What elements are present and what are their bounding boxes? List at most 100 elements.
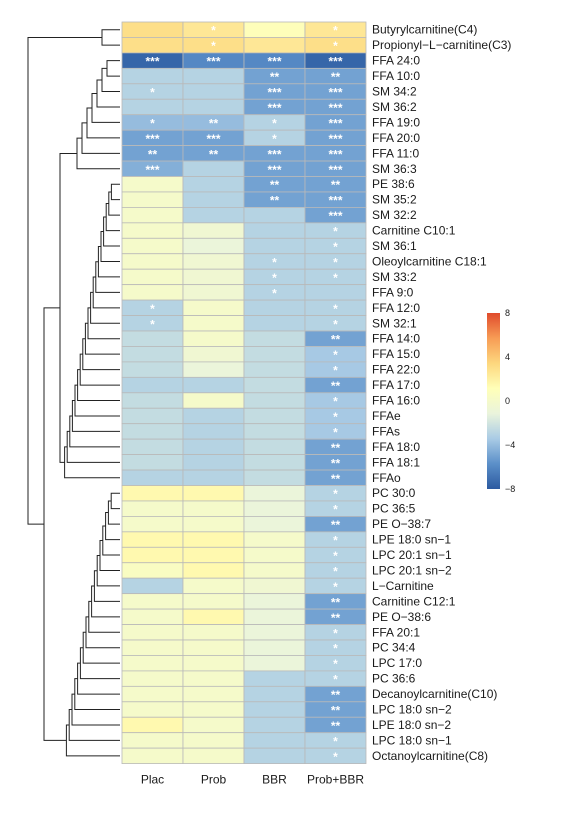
cell-pc-30-0-plac (121, 485, 184, 502)
row-label: SM 35:2 (372, 193, 417, 207)
cell-lpc-20-1-sn-2-prob (182, 562, 245, 579)
significance-mark: * (333, 317, 338, 331)
cell-sm-32-2-bbr (243, 206, 306, 224)
cell-octanoylcarnitine-c8-prob-bbr (304, 747, 367, 765)
cell-sm-35-2-prob (182, 191, 245, 208)
row-label: Butyrylcarnitine(C4) (372, 23, 477, 37)
row-label: FFAo (372, 471, 401, 485)
cell-lpc-18-0-sn-2-prob (182, 701, 245, 718)
cell-ffa-20-1-bbr (243, 624, 306, 641)
cell-sm-32-1-prob (182, 315, 245, 332)
significance-mark: *** (267, 86, 281, 100)
cell-sm-36-2-plac (121, 98, 184, 116)
cell-pe-o-38-7-prob (182, 516, 245, 533)
heatmap-cells: * ** **** *** *** ***** *** *** ****** **** ** * ***… (121, 21, 367, 765)
cell-lpc-20-1-sn-2-bbr (243, 562, 306, 579)
column-label: Plac (141, 773, 164, 787)
dendrogram-branch (110, 183, 120, 201)
cell-ffa-22-0-bbr (243, 361, 306, 378)
cell-lpc-18-0-sn-1-bbr (243, 732, 306, 749)
row-label: SM 34:2 (372, 85, 417, 99)
cell-ffae-prob (182, 407, 245, 425)
significance-mark: *** (145, 132, 159, 146)
cell-butyrylcarnitine-c4-bbr (243, 21, 306, 38)
row-label: FFA 18:0 (372, 440, 420, 454)
legend-color-bar (487, 313, 500, 489)
row-label: FFA 17:0 (372, 378, 420, 392)
legend-tick-label: 0 (505, 396, 510, 406)
dendrogram-branch (59, 152, 77, 463)
cell-ffas-plac (121, 423, 184, 440)
significance-mark: ** (331, 611, 341, 625)
column-label: Prob+BBR (307, 773, 364, 787)
cell-ffa-16-0-plac (121, 392, 184, 409)
cell-ffae-bbr (243, 407, 306, 425)
cell-lpc-20-1-sn-1-bbr (243, 546, 306, 564)
row-label: FFA 14:0 (372, 332, 420, 346)
cell-ffa-18-0-prob (182, 438, 245, 455)
row-label: SM 32:1 (372, 316, 417, 330)
cell-lpe-18-0-sn-1-prob (182, 531, 245, 548)
significance-mark: *** (328, 163, 342, 177)
row-label: Propionyl−L−carnitine(C3) (372, 38, 511, 52)
cell-pe-o-38-6-bbr (243, 608, 306, 625)
significance-mark: ** (331, 595, 341, 609)
cell-ffa-9-0-plac (121, 284, 184, 301)
row-label: SM 33:2 (372, 270, 417, 284)
significance-mark: * (333, 240, 338, 254)
cell-lpe-18-0-sn-1-bbr (243, 531, 306, 548)
cell-pe-o-38-6-plac (121, 608, 184, 625)
significance-mark: *** (328, 132, 342, 146)
cell-ffao-prob (182, 469, 245, 486)
cell-lpc-18-0-sn-1-plac (121, 732, 184, 749)
cell-carnitine-c12-1-plac (121, 593, 184, 610)
significance-mark: ** (331, 704, 341, 718)
row-label: FFA 11:0 (372, 146, 419, 160)
significance-mark: *** (206, 55, 220, 69)
significance-mark: * (333, 410, 338, 424)
row-label: LPC 20:1 sn−2 (372, 563, 452, 577)
significance-mark: *** (267, 101, 281, 115)
significance-mark: ** (270, 70, 280, 84)
cell-ffa-17-0-plac (121, 376, 184, 394)
cell-ffa-10-0-plac (121, 67, 184, 85)
significance-mark: ** (331, 441, 341, 455)
cell-pc-36-5-plac (121, 500, 184, 517)
significance-mark: * (333, 534, 338, 548)
significance-mark: * (333, 564, 338, 578)
cell-carnitine-c10-1-bbr (243, 222, 306, 239)
cell-ffa-9-0-prob-bbr (304, 284, 367, 301)
cell-sm-36-2-prob (182, 98, 245, 116)
significance-mark: * (333, 642, 338, 656)
cell-sm-32-2-plac (121, 206, 184, 224)
cell-l-carnitine-prob (182, 577, 245, 595)
significance-mark: * (150, 317, 155, 331)
significance-mark: * (272, 255, 277, 269)
cell-l-carnitine-bbr (243, 577, 306, 595)
cell-oleoylcarnitine-c18-1-prob (182, 253, 245, 270)
significance-mark: *** (267, 55, 281, 69)
cell-octanoylcarnitine-c8-prob (182, 747, 245, 765)
cell-ffa-12-0-bbr (243, 299, 306, 316)
column-label: Prob (201, 773, 227, 787)
significance-mark: * (333, 39, 338, 53)
cell-propionyl-l-carnitine-c3-plac (121, 37, 184, 54)
row-label: FFA 22:0 (372, 363, 420, 377)
significance-mark: ** (148, 147, 158, 161)
cell-lpc-20-1-sn-1-plac (121, 546, 184, 564)
cell-ffa-18-1-bbr (243, 454, 306, 471)
significance-mark: * (272, 286, 277, 300)
row-label: FFA 24:0 (372, 54, 420, 68)
cell-sm-36-1-prob (182, 237, 245, 255)
cell-pc-36-6-bbr (243, 670, 306, 687)
row-label: Octanoylcarnitine(C8) (372, 749, 488, 763)
row-label: PE 38:6 (372, 177, 415, 191)
cell-propionyl-l-carnitine-c3-bbr (243, 37, 306, 54)
cell-ffa-15-0-prob (182, 346, 245, 363)
row-label: PE O−38:7 (372, 517, 431, 531)
significance-mark: *** (206, 132, 220, 146)
row-label: FFAe (372, 409, 401, 423)
significance-mark: ** (331, 472, 341, 486)
significance-mark: ** (331, 518, 341, 532)
